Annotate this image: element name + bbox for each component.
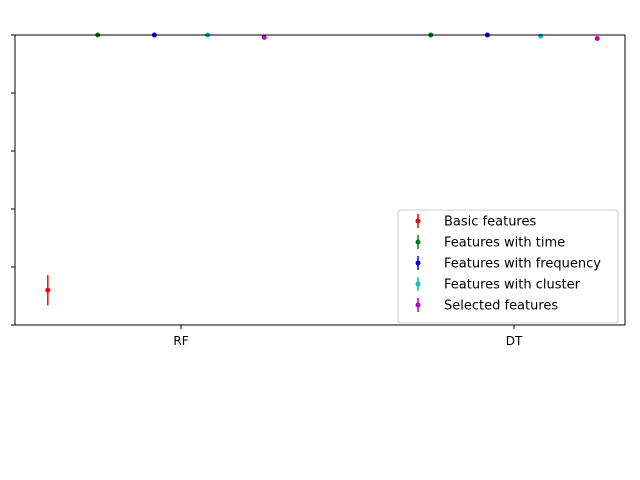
data-point <box>594 35 600 41</box>
legend-box <box>397 209 619 324</box>
plot-area-frame <box>14 34 626 326</box>
data-point <box>45 287 51 293</box>
x-tick-label: DT <box>506 334 523 348</box>
legend-marker <box>415 302 421 308</box>
tick-layer: RF DT <box>11 34 523 348</box>
data-point <box>261 34 267 40</box>
legend: Basic features Features with time Features… <box>397 209 619 324</box>
legend-label: Features with cluster <box>444 278 581 293</box>
x-tick-label: RF <box>173 334 188 348</box>
legend-marker <box>415 239 421 245</box>
data-point <box>538 33 544 39</box>
legend-marker <box>415 260 421 266</box>
legend-label: Features with frequency <box>444 257 601 272</box>
legend-label: Basic features <box>444 215 536 230</box>
legend-marker <box>415 281 421 287</box>
legend-label: Selected features <box>444 299 558 314</box>
legend-marker <box>415 218 421 224</box>
legend-label: Features with time <box>444 236 565 251</box>
